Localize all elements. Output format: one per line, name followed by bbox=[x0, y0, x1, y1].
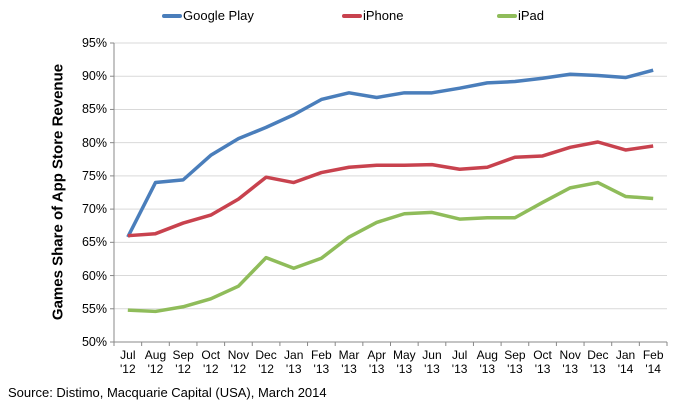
y-tick-label: 85% bbox=[81, 102, 107, 117]
x-tick-label: Apr '13 bbox=[367, 348, 387, 376]
y-tick-label: 60% bbox=[81, 268, 107, 283]
x-tick-label: Jun '13 bbox=[422, 348, 442, 376]
x-tick-label: May '13 bbox=[392, 348, 416, 376]
y-tick-label: 75% bbox=[81, 168, 107, 183]
x-tick-label: Oct '12 bbox=[201, 348, 221, 376]
legend-item-iphone: iPhone bbox=[342, 8, 403, 23]
x-tick-label: Jul '12 bbox=[119, 348, 136, 376]
y-tick-label: 90% bbox=[81, 69, 107, 84]
x-tick-label: Sep '12 bbox=[172, 348, 194, 376]
x-tick-label: Dec '12 bbox=[255, 348, 277, 376]
legend: Google Play iPhone iPad bbox=[0, 8, 697, 28]
legend-label-ipad: iPad bbox=[518, 8, 545, 23]
y-tick-label: 80% bbox=[81, 135, 107, 150]
y-tick-label: 95% bbox=[81, 36, 107, 50]
x-tick-label: Oct '13 bbox=[533, 348, 552, 376]
x-tick-label: Jan '13 bbox=[284, 348, 304, 376]
legend-swatch-ipad bbox=[497, 13, 517, 18]
y-tick-label: 50% bbox=[81, 335, 107, 349]
x-tick-label: Jul '13 bbox=[451, 348, 468, 376]
legend-swatch-iphone bbox=[342, 13, 362, 18]
y-axis-label: Games Share of App Store Revenue bbox=[49, 63, 67, 321]
x-tick-label: Feb '14 bbox=[642, 348, 664, 376]
x-tick-label: Nov '13 bbox=[559, 348, 581, 376]
x-tick-label: Aug '13 bbox=[476, 348, 498, 376]
series-line-google-play bbox=[126, 68, 654, 238]
x-tick-label: Mar '13 bbox=[338, 348, 360, 376]
legend-label-google-play: Google Play bbox=[183, 8, 254, 23]
x-tick-label: Sep '13 bbox=[504, 348, 526, 376]
legend-label-iphone: iPhone bbox=[363, 8, 404, 23]
x-tick-label: Nov '12 bbox=[227, 348, 250, 376]
x-tick-label: Dec '13 bbox=[587, 348, 609, 376]
source-note: Source: Distimo, Macquarie Capital (USA)… bbox=[8, 385, 327, 400]
series-line-ipad bbox=[127, 180, 654, 314]
legend-swatch-google-play bbox=[162, 13, 182, 18]
series-line-iphone bbox=[127, 140, 654, 238]
x-tick-label: Feb '13 bbox=[311, 348, 332, 376]
x-tick-label: Jan '14 bbox=[615, 348, 636, 376]
y-tick-label: 65% bbox=[81, 235, 107, 250]
x-tick-label: Aug '12 bbox=[144, 348, 167, 376]
y-tick-label: 55% bbox=[81, 301, 107, 316]
legend-item-ipad: iPad bbox=[497, 8, 544, 23]
legend-item-google-play: Google Play bbox=[162, 8, 254, 23]
y-tick-label: 70% bbox=[81, 202, 107, 217]
